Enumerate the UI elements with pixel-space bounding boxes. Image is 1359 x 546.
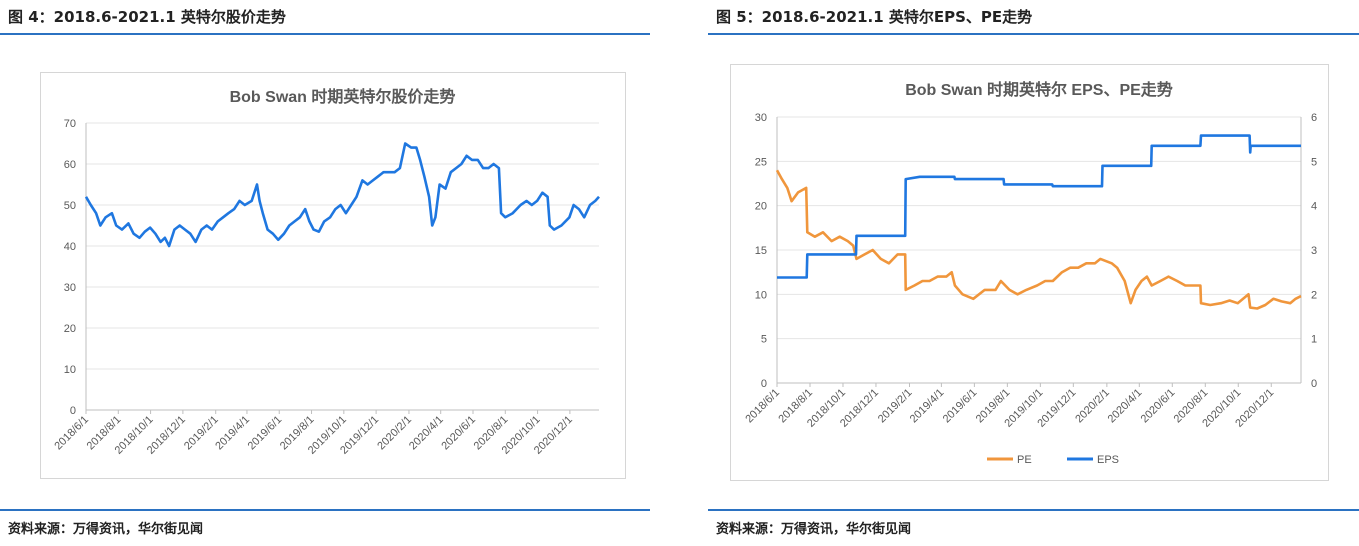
chart-title: Bob Swan 时期英特尔 EPS、PE走势	[905, 80, 1173, 99]
price-chart-frame: Bob Swan 时期英特尔股价走势 0 10 20 30 40 50 60 70 2018/6/…	[40, 72, 626, 479]
price-chart: Bob Swan 时期英特尔股价走势 0 10 20 30 40 50 60 70 2018/6/…	[52, 87, 600, 457]
eps-pe-chart-frame: Bob Swan 时期英特尔 EPS、PE走势 0 5 10 15 20 25 30 0 1 2 3 4…	[730, 64, 1329, 481]
y-tick-label: 10	[755, 289, 767, 301]
x-tick-label: 2019/6/1	[941, 387, 980, 426]
x-tick-label: 2018/6/1	[52, 414, 91, 453]
y-tick-label: 0	[761, 378, 767, 390]
y2-tick-label: 1	[1311, 334, 1317, 346]
x-tick-label: 2020/2/1	[1073, 387, 1112, 426]
y2-tick-label: 6	[1311, 112, 1317, 124]
x-tick-label: 2019/6/1	[246, 414, 285, 453]
y-tick-label: 40	[64, 241, 76, 253]
x-tick-label: 2019/2/1	[876, 387, 915, 426]
figure-4-bottom-rule	[0, 509, 650, 511]
eps-pe-chart: Bob Swan 时期英特尔 EPS、PE走势 0 5 10 15 20 25 30 0 1 2 3 4…	[743, 80, 1317, 466]
y2-tick-label: 3	[1311, 245, 1317, 257]
figure-4-title: 图 4：2018.6-2021.1 英特尔股价走势	[8, 8, 286, 26]
x-tick-label: 2019/4/1	[213, 414, 252, 453]
y-tick-label: 50	[64, 200, 76, 212]
y-tick-label: 25	[755, 156, 767, 168]
x-tick-label: 2020/2/1	[375, 414, 414, 453]
figure-5-title: 图 5：2018.6-2021.1 英特尔EPS、PE走势	[716, 8, 1033, 26]
figure-4-panel: 图 4：2018.6-2021.1 英特尔股价走势 Bob Swan 时期英特尔…	[0, 0, 650, 546]
y2-tick-label: 4	[1311, 201, 1317, 213]
series-line-eps	[777, 134, 1301, 279]
x-tick-label: 2018/6/1	[743, 387, 782, 426]
y2-tick-label: 5	[1311, 156, 1317, 168]
x-tick-label: 2019/4/1	[908, 387, 947, 426]
y-tick-label: 10	[64, 364, 76, 376]
legend-label-eps: EPS	[1097, 454, 1119, 466]
figure-5-source: 资料来源：万得资讯，华尔街见闻	[716, 522, 912, 537]
y2-tick-label: 0	[1311, 378, 1317, 390]
x-tick-label: 2020/4/1	[407, 414, 446, 453]
y-tick-label: 0	[70, 405, 76, 417]
y-tick-label: 60	[64, 159, 76, 171]
y-tick-label: 15	[755, 245, 767, 257]
x-tick-label: 2020/6/1	[439, 414, 478, 453]
figure-5-panel: 图 5：2018.6-2021.1 英特尔EPS、PE走势 Bob Swan 时…	[708, 0, 1359, 546]
series-line-pe	[775, 169, 1302, 310]
legend-label-pe: PE	[1017, 454, 1032, 466]
y-tick-label: 30	[64, 282, 76, 294]
y-tick-label: 5	[761, 334, 767, 346]
figure-5-top-rule	[708, 33, 1359, 35]
x-tick-label: 2020/4/1	[1106, 387, 1145, 426]
chart-title: Bob Swan 时期英特尔股价走势	[230, 87, 456, 106]
y2-tick-label: 2	[1311, 289, 1317, 301]
y-tick-label: 20	[755, 201, 767, 213]
figure-4-top-rule	[0, 33, 650, 35]
x-tick-label: 2020/6/1	[1139, 387, 1178, 426]
figure-4-source: 资料来源：万得资讯，华尔街见闻	[8, 522, 204, 537]
series-line-price	[84, 142, 600, 248]
y-tick-label: 20	[64, 323, 76, 335]
figure-5-bottom-rule	[708, 509, 1359, 511]
y-tick-label: 30	[755, 112, 767, 124]
y-tick-label: 70	[64, 118, 76, 130]
